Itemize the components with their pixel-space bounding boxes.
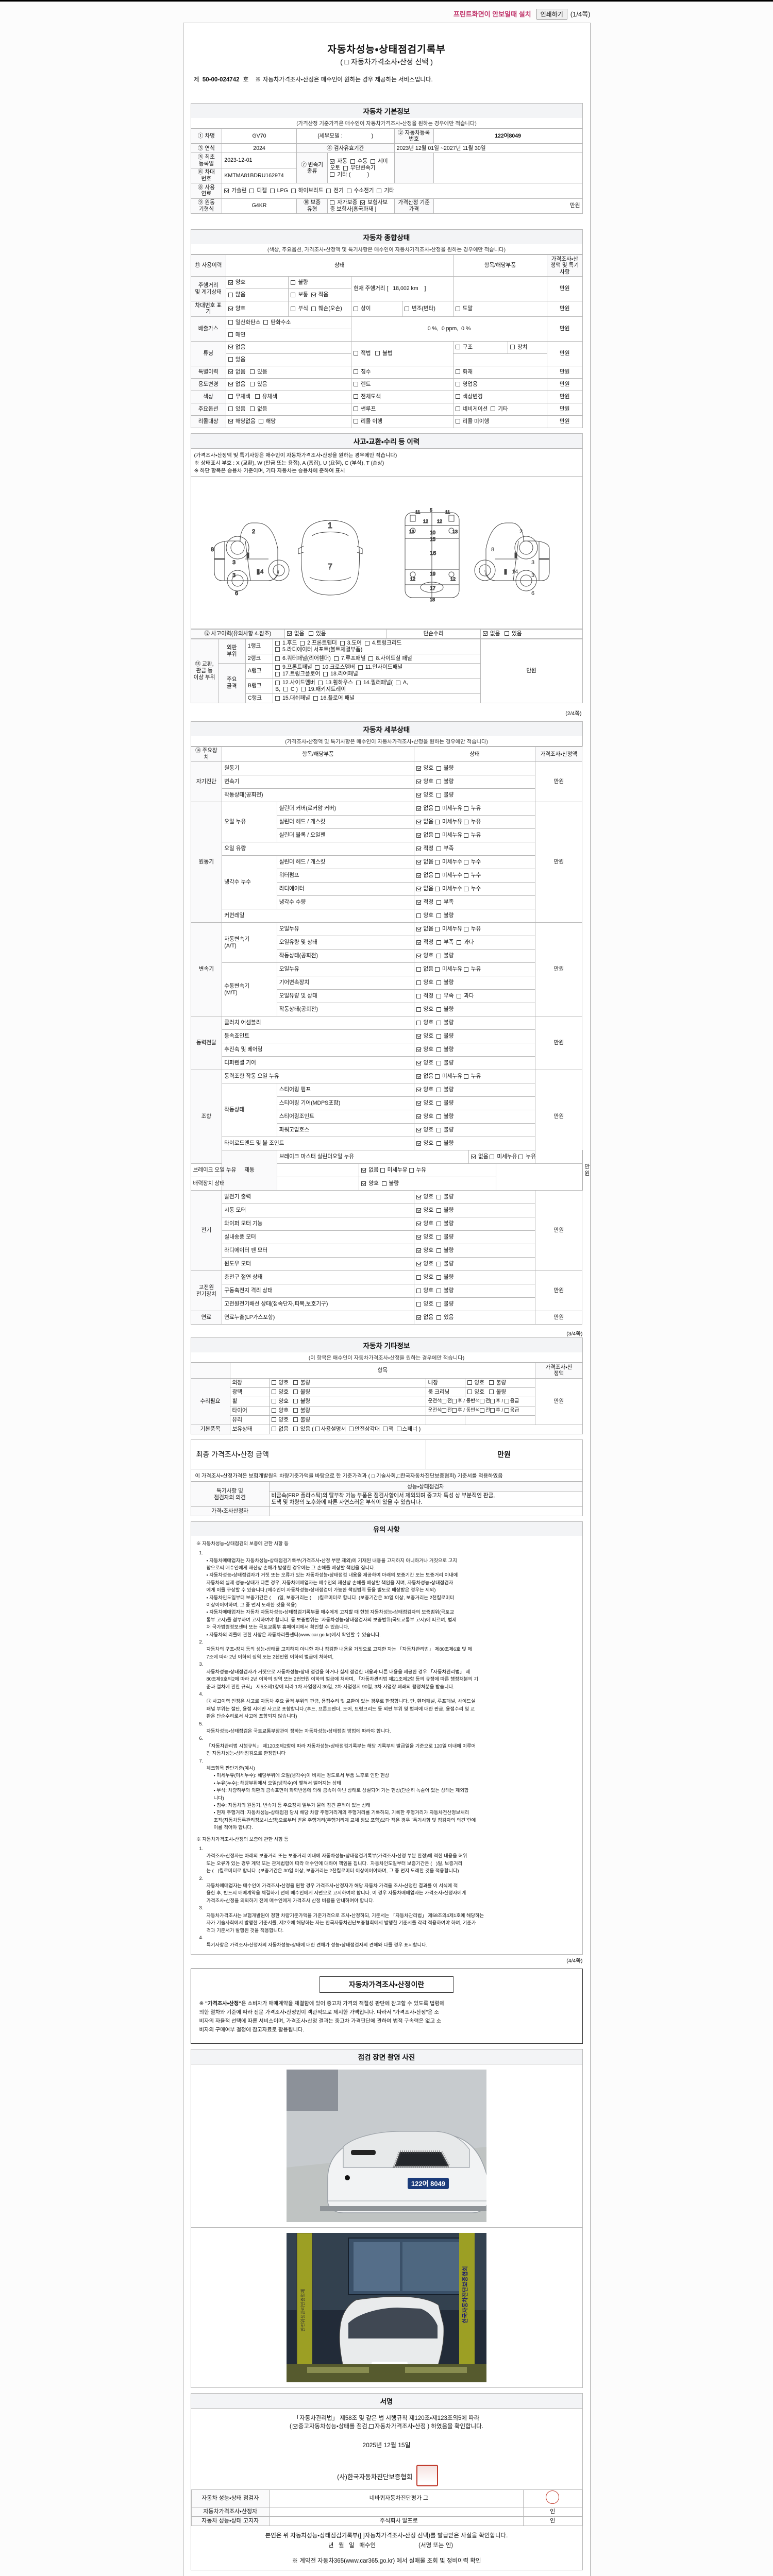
svg-text:8: 8	[491, 547, 494, 553]
svg-text:3: 3	[232, 560, 236, 566]
svg-text:7: 7	[328, 563, 332, 571]
svg-text:11: 11	[415, 510, 420, 515]
svg-text:12: 12	[450, 577, 456, 582]
svg-text:15: 15	[430, 537, 436, 543]
svg-text:19: 19	[430, 571, 436, 577]
svg-text:8: 8	[211, 547, 214, 553]
svg-text:13: 13	[452, 529, 458, 534]
svg-text:16: 16	[430, 550, 436, 556]
svg-text:12: 12	[423, 519, 428, 524]
svg-text:14: 14	[512, 569, 518, 575]
svg-text:2: 2	[252, 529, 255, 535]
svg-text:10: 10	[430, 530, 436, 536]
svg-text:17: 17	[430, 586, 436, 591]
svg-text:14: 14	[257, 569, 263, 575]
svg-text:122어 8049: 122어 8049	[411, 2180, 445, 2188]
svg-text:11: 11	[445, 510, 450, 515]
svg-text:18: 18	[430, 597, 435, 602]
svg-text:1: 1	[328, 521, 332, 530]
svg-text:2: 2	[519, 529, 523, 535]
svg-text:3: 3	[232, 572, 236, 579]
svg-text:13: 13	[409, 529, 414, 534]
svg-text:한국자동차진단보증협회: 한국자동차진단보증협회	[461, 2266, 468, 2323]
svg-text:안전위생관리인증업체: 안전위생관리인증업체	[300, 2289, 306, 2331]
svg-text:6: 6	[235, 590, 238, 597]
svg-text:5: 5	[430, 507, 432, 513]
svg-text:6: 6	[531, 590, 534, 597]
svg-text:3: 3	[531, 560, 534, 566]
svg-text:3: 3	[531, 572, 534, 579]
svg-text:12: 12	[410, 577, 415, 582]
svg-text:12: 12	[437, 519, 442, 524]
